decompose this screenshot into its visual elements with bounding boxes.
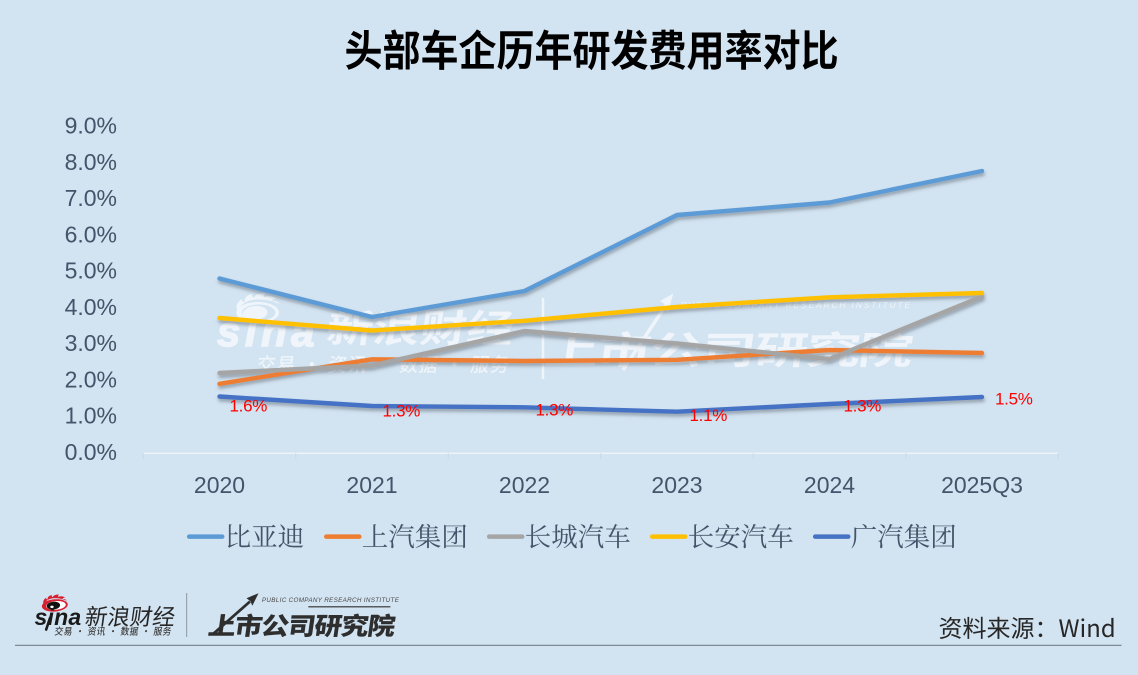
svg-text:PUBLIC COMPANY RESEARCH INSTIT: PUBLIC COMPANY RESEARCH INSTITUTE — [262, 597, 400, 604]
svg-text:0.0%: 0.0% — [65, 439, 117, 465]
svg-text:2.0%: 2.0% — [65, 366, 117, 392]
svg-text:2021: 2021 — [346, 472, 397, 498]
svg-text:2025Q3: 2025Q3 — [941, 472, 1023, 498]
svg-text:2023: 2023 — [651, 472, 702, 498]
svg-text:9.0%: 9.0% — [65, 113, 117, 139]
svg-text:7.0%: 7.0% — [65, 185, 117, 211]
svg-text:6.0%: 6.0% — [65, 221, 117, 247]
svg-text:1.6%: 1.6% — [230, 397, 268, 416]
svg-text:8.0%: 8.0% — [65, 149, 117, 175]
svg-text:1.1%: 1.1% — [690, 406, 728, 425]
svg-text:2020: 2020 — [194, 472, 245, 498]
svg-text:1.3%: 1.3% — [844, 397, 882, 416]
svg-text:1.3%: 1.3% — [536, 400, 574, 419]
svg-text:2024: 2024 — [804, 472, 855, 498]
svg-text:PUBLIC COMPANY RESEARCH INSTIT: PUBLIC COMPANY RESEARCH INSTITUTE — [681, 300, 912, 310]
svg-text:sina: sina — [35, 604, 82, 630]
svg-text:sina: sina — [217, 308, 319, 355]
svg-text:3.0%: 3.0% — [65, 330, 117, 356]
svg-text:2022: 2022 — [499, 472, 550, 498]
svg-text:5.0%: 5.0% — [65, 258, 117, 284]
svg-text:1.0%: 1.0% — [65, 403, 117, 429]
svg-text:1.3%: 1.3% — [383, 402, 421, 421]
svg-text:4.0%: 4.0% — [65, 294, 117, 320]
svg-text:1.5%: 1.5% — [995, 390, 1033, 409]
